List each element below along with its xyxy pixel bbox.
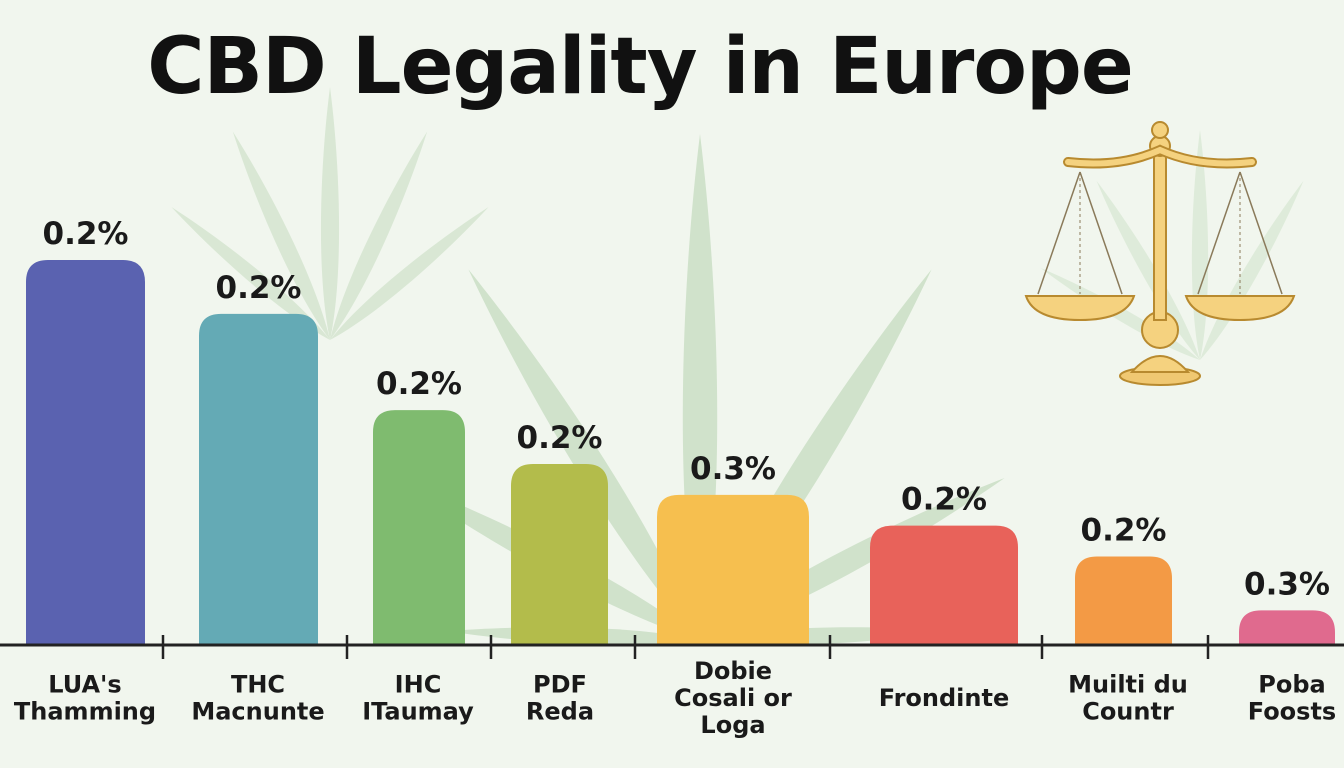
category-label-line: Cosali or — [674, 684, 792, 712]
category-label-line: Reda — [526, 698, 594, 726]
bar-1 — [26, 260, 145, 645]
bar-5 — [657, 494, 809, 645]
category-label: Muilti du Countr — [1068, 671, 1188, 726]
category-label-line: Frondinte — [879, 684, 1010, 712]
value-label: 0.2% — [216, 270, 302, 306]
value-label: 0.2% — [901, 482, 987, 518]
category-label-line: Thamming — [14, 698, 156, 726]
category-label-line: Countr — [1082, 698, 1174, 726]
category-label: PDF Reda — [526, 671, 594, 726]
bar-3 — [373, 410, 465, 645]
category-label-line: Muilti du — [1068, 671, 1188, 699]
category-label: Frondinte — [879, 684, 1010, 712]
value-label: 0.3% — [690, 451, 776, 487]
bar-4 — [511, 464, 608, 645]
category-label-line: THC — [231, 671, 285, 699]
category-label: Dobie Cosali or Loga — [674, 657, 792, 739]
value-label: 0.2% — [376, 366, 462, 402]
category-label: IHC ITaumay — [362, 671, 474, 726]
category-label: THC Macnunte — [191, 671, 324, 726]
value-label: 0.2% — [517, 420, 603, 456]
category-label-line: Foosts — [1248, 698, 1336, 726]
bar-8 — [1239, 610, 1335, 645]
category-label-line: ITaumay — [362, 698, 474, 726]
bar-7 — [1075, 556, 1172, 645]
category-label: LUA's Thamming — [14, 671, 156, 726]
category-label-line: Poba — [1258, 671, 1325, 699]
category-label-line: IHC — [395, 671, 442, 699]
category-label-line: PDF — [533, 671, 587, 699]
value-label: 0.2% — [43, 216, 129, 252]
chart-title: CBD Legality in Europe — [147, 22, 1133, 112]
scales-of-justice-icon — [1024, 121, 1296, 386]
category-label-line: Dobie — [694, 657, 772, 685]
category-label-line: LUA's — [48, 671, 121, 699]
bar-2 — [199, 313, 318, 645]
category-label: Poba Foosts — [1248, 671, 1336, 726]
value-label: 0.3% — [1244, 566, 1330, 602]
category-label-line: Macnunte — [191, 698, 324, 726]
value-label: 0.2% — [1081, 512, 1167, 548]
category-label-line: Loga — [700, 711, 765, 739]
bar-6 — [870, 525, 1018, 645]
